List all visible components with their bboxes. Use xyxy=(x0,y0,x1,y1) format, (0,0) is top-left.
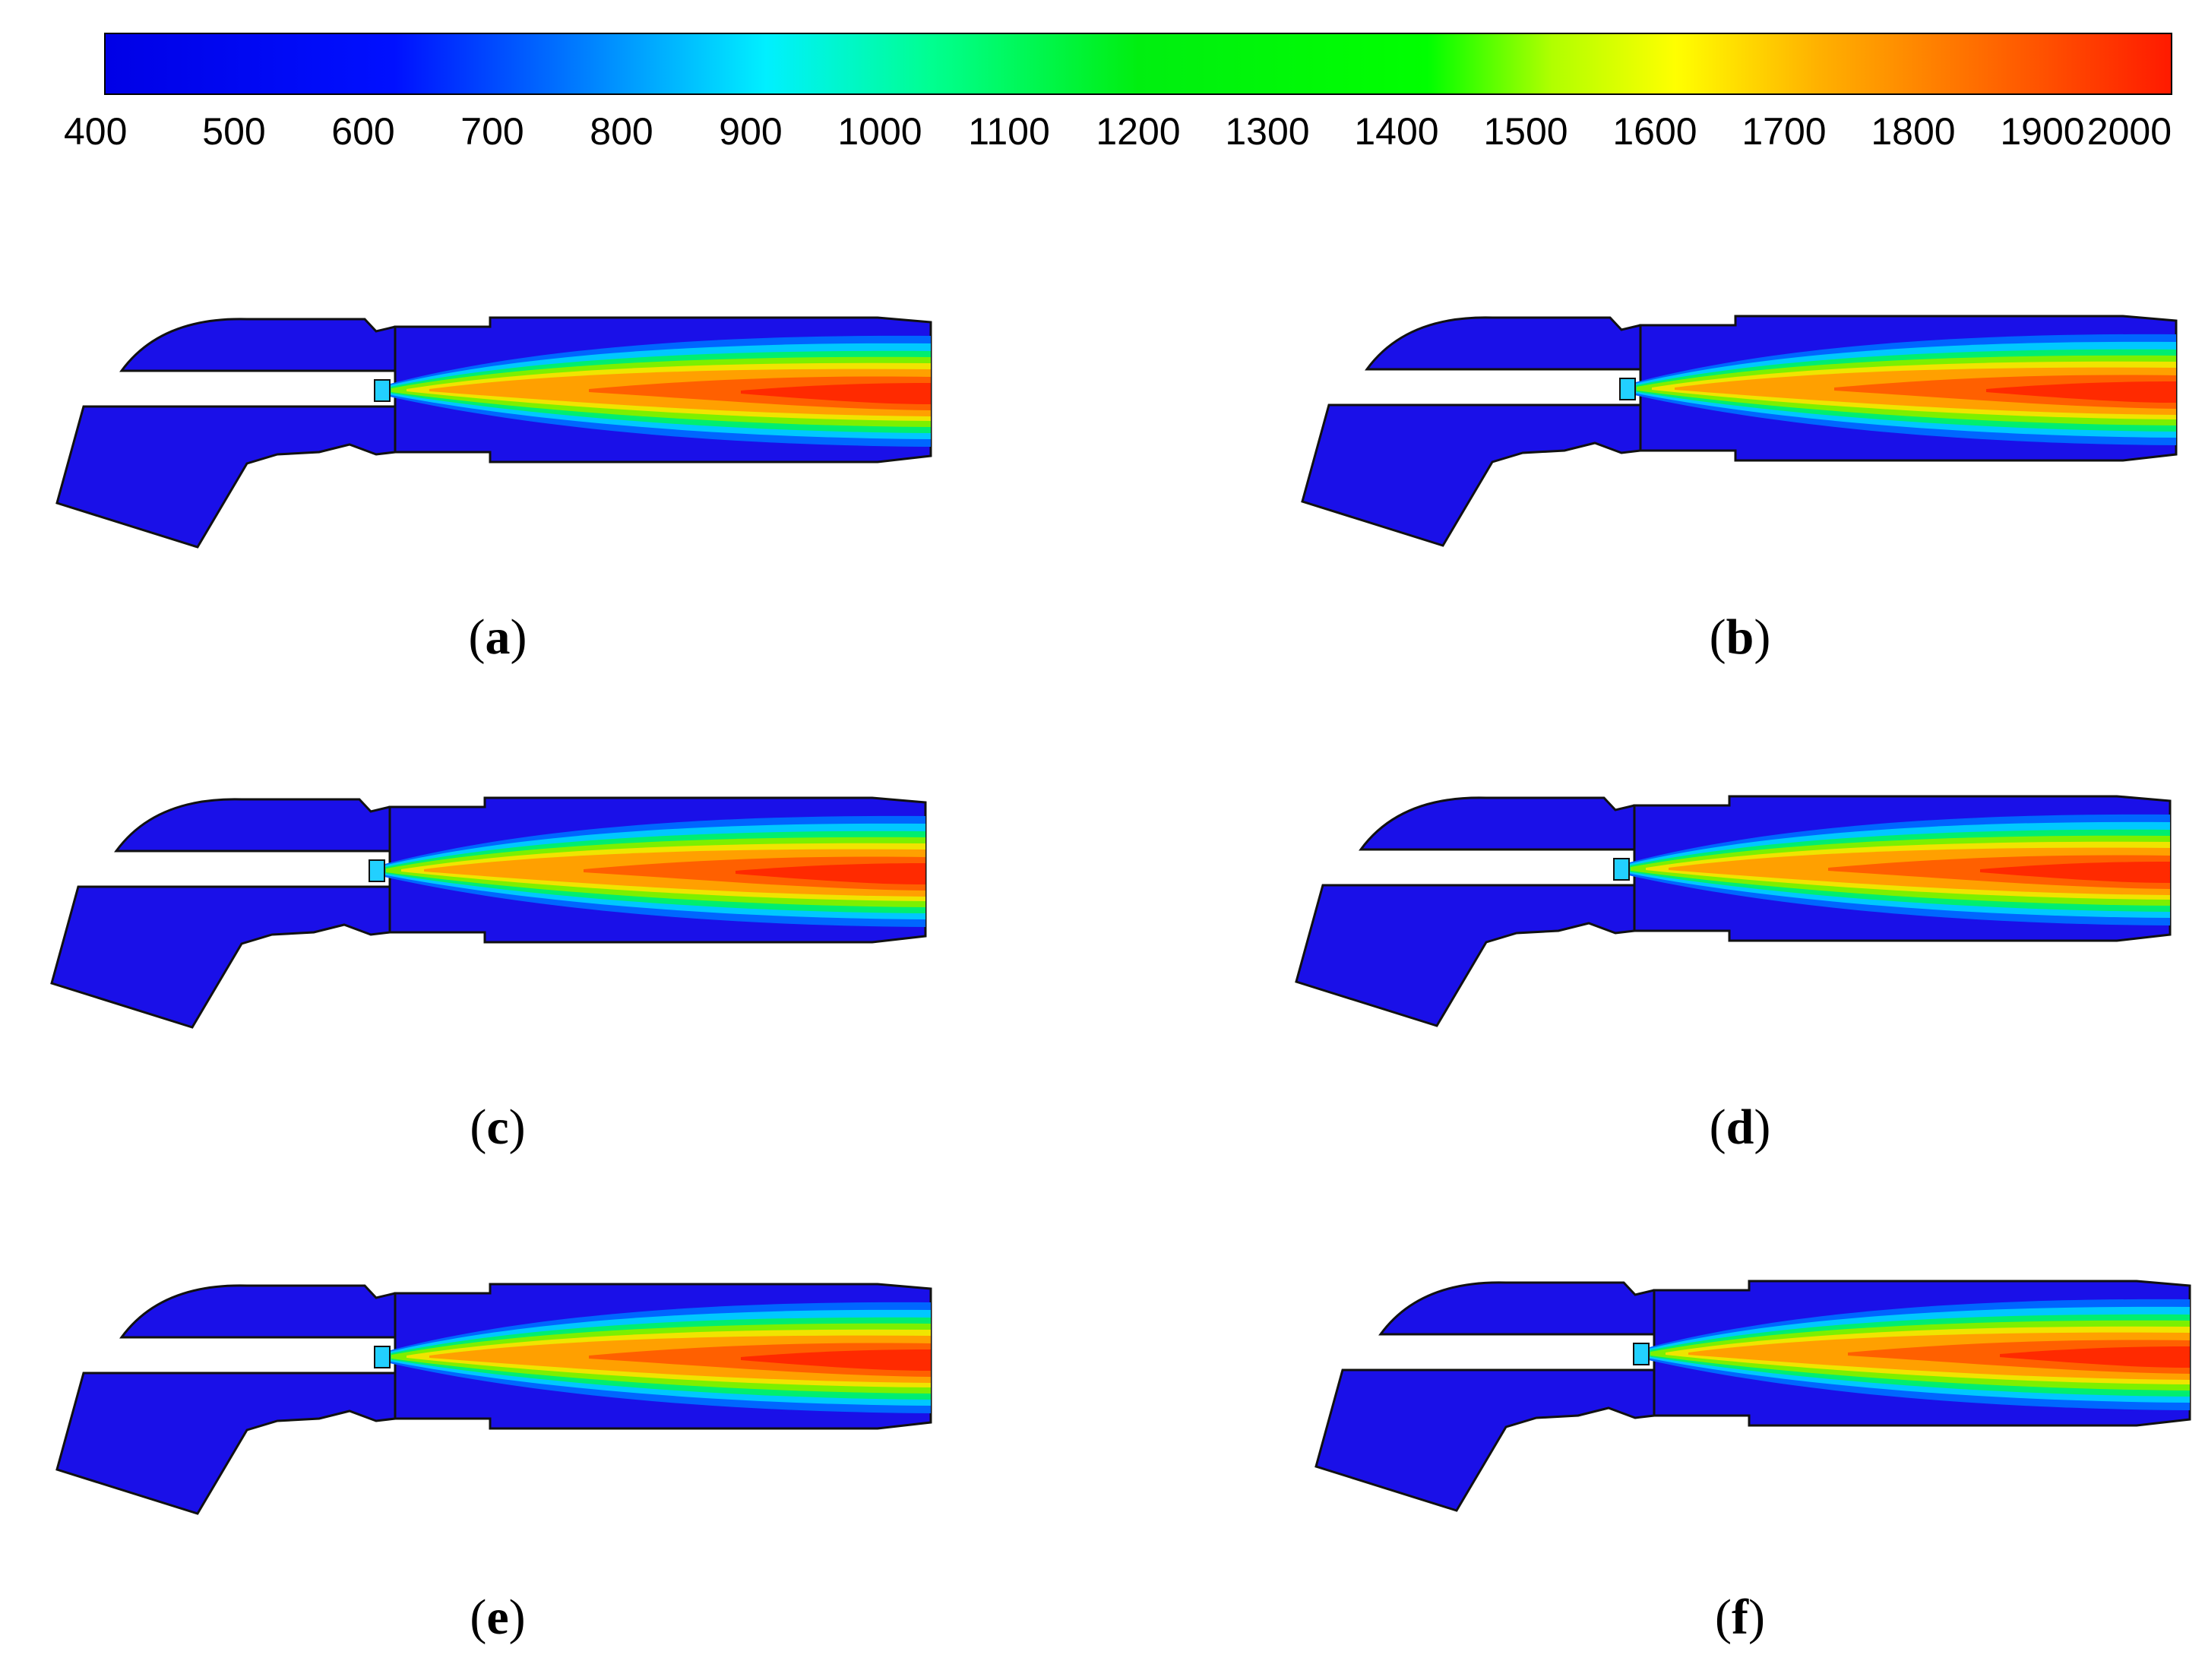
colorbar-tick-800: 800 xyxy=(590,110,653,153)
colorbar-tick-1400: 1400 xyxy=(1354,110,1438,153)
colorbar-tick-900: 900 xyxy=(719,110,782,153)
panel-c-caption: (c) xyxy=(470,1099,525,1155)
colorbar-tick-1800: 1800 xyxy=(1871,110,1955,153)
colorbar-tick-1600: 1600 xyxy=(1612,110,1697,153)
colorbar xyxy=(104,33,2172,95)
colorbar-tick-400: 400 xyxy=(64,110,127,153)
colorbar-tick-600: 600 xyxy=(331,110,394,153)
colorbar-tick-1500: 1500 xyxy=(1483,110,1568,153)
panel-a-contour xyxy=(55,316,932,549)
panel-f-contour xyxy=(1314,1280,2191,1512)
colorbar-tick-1200: 1200 xyxy=(1096,110,1180,153)
colorbar-tick-2000: 2000 xyxy=(2087,110,2172,153)
colorbar-tick-500: 500 xyxy=(202,110,265,153)
colorbar-tick-labels: 400 500 600 700 800 900 1000 1100 1200 1300 1400 15… xyxy=(64,110,2172,153)
panel-f-caption: (f) xyxy=(1715,1590,1765,1645)
colorbar-tick-1900: 1900 xyxy=(2000,110,2084,153)
panel-e-caption: (e) xyxy=(470,1590,525,1645)
panel-e-contour xyxy=(55,1283,932,1515)
colorbar-tick-1700: 1700 xyxy=(1742,110,1826,153)
panel-b-caption: (b) xyxy=(1710,609,1771,665)
panel-d-caption: (d) xyxy=(1710,1099,1771,1155)
colorbar-tick-1300: 1300 xyxy=(1225,110,1309,153)
colorbar-tick-700: 700 xyxy=(460,110,524,153)
colorbar-tick-1100: 1100 xyxy=(968,110,1050,153)
panel-c-contour xyxy=(50,796,927,1029)
colorbar-tick-1000: 1000 xyxy=(837,110,922,153)
panel-b-contour xyxy=(1301,315,2178,547)
panel-d-contour xyxy=(1295,795,2172,1027)
panel-a-caption: (a) xyxy=(469,609,527,665)
